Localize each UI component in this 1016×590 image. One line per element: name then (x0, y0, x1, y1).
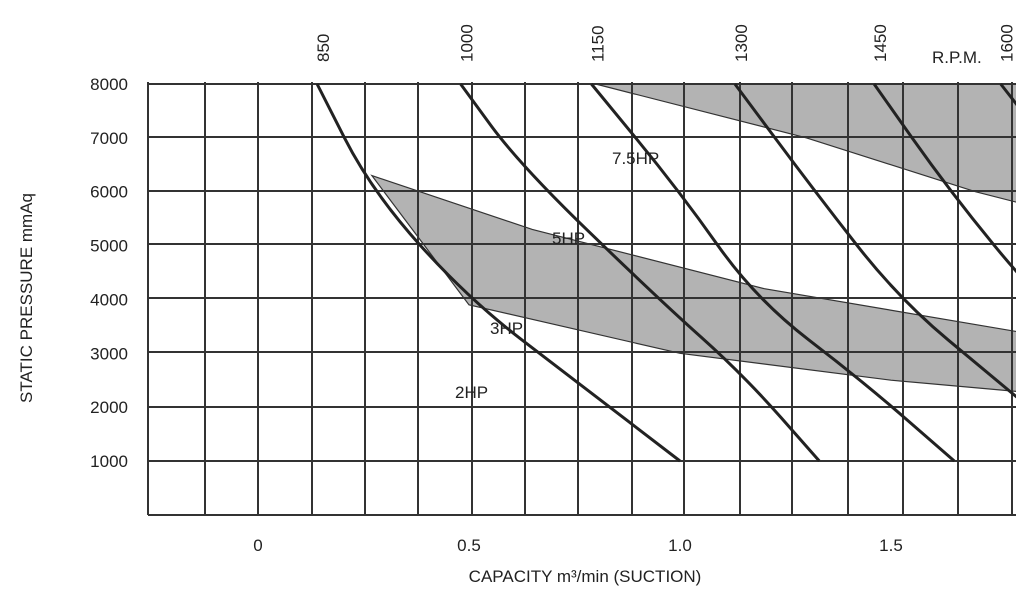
x-tick-label: 0 (253, 536, 262, 555)
rpm-label-1150: 1150 (588, 25, 607, 62)
rpm-label-850: 850 (314, 34, 333, 62)
rpm-curves (315, 83, 1016, 463)
x-tick-labels: 00.51.01.52.02.53.0 (253, 536, 903, 555)
y-tick-label: 4000 (90, 290, 128, 309)
power-bands (370, 83, 1016, 392)
x-tick-label: 1.5 (879, 536, 903, 555)
y-tick-label: 1000 (90, 452, 128, 471)
y-axis-title: STATIC PRESSURE mmAq (17, 193, 36, 403)
rpm-curve-1000 (459, 83, 821, 462)
hp-2-label: 2HP (455, 383, 488, 402)
hp-7-5-label: 7.5HP (612, 149, 659, 168)
x-axis-title: CAPACITY m³/min (SUCTION) (469, 567, 702, 586)
x-tick-label: 1.0 (668, 536, 692, 555)
rpm-curve-1450 (872, 83, 1016, 274)
y-tick-label: 5000 (90, 237, 128, 256)
rpm-label-1300: 1300 (732, 24, 751, 62)
x-tick-label: 0.5 (457, 536, 481, 555)
y-tick-label: 7000 (90, 129, 128, 148)
hp-5-label: 5HP (552, 229, 585, 248)
y-tick-label: 2000 (90, 398, 128, 417)
rpm-label-1000: 1000 (458, 24, 477, 62)
rpm-curve-1150 (590, 83, 956, 463)
power-band-1 (370, 174, 1016, 392)
y-tick-label: 3000 (90, 344, 128, 363)
y-tick-label: 6000 (90, 183, 128, 202)
rpm-label-1600: 1600 (998, 24, 1016, 62)
grid (147, 82, 1016, 516)
rpm-curve-1300 (733, 83, 1016, 399)
rpm-labels: 850100011501300145016001750 (314, 24, 1016, 62)
rpm-label-1450: 1450 (871, 24, 890, 62)
rpm-curve-850 (315, 83, 681, 463)
y-tick-label: 8000 (90, 75, 128, 94)
rpm-unit-label: R.P.M. (932, 48, 982, 67)
y-tick-labels: 8000 7000 6000 5000 4000 3000 2000 1000 (90, 75, 128, 471)
hp-3-label: 3HP (490, 319, 523, 338)
